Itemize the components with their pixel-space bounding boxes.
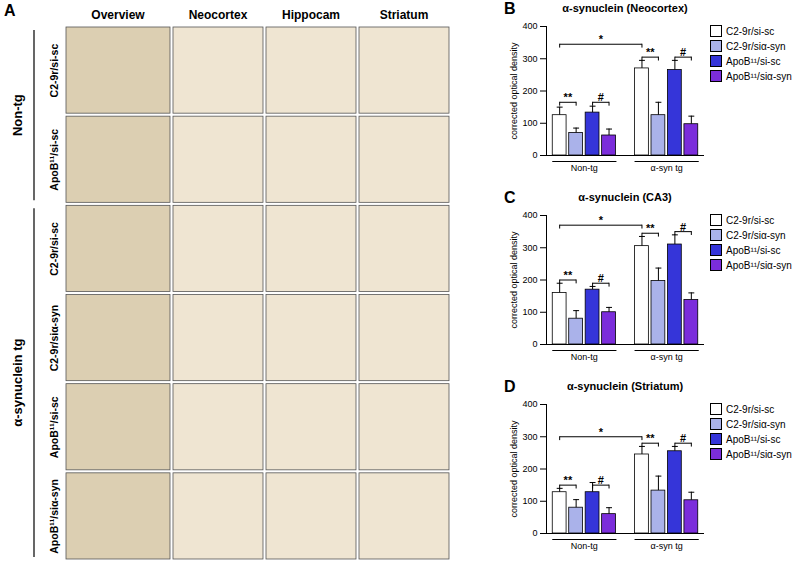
svg-text:Non-tg: Non-tg <box>10 94 25 136</box>
svg-text:**: ** <box>564 269 573 281</box>
svg-text:Non-tg: Non-tg <box>571 541 598 551</box>
svg-text:**: ** <box>564 474 573 486</box>
svg-text:**: ** <box>646 222 655 234</box>
svg-text:corrected optical density: corrected optical density <box>509 42 519 140</box>
svg-text:Hippocam: Hippocam <box>282 8 340 22</box>
svg-text:α-synuclein tg: α-synuclein tg <box>10 339 25 427</box>
svg-text:#: # <box>598 91 604 103</box>
svg-text:300: 300 <box>522 432 537 442</box>
svg-text:ApoB¹¹/si-sc: ApoB¹¹/si-sc <box>48 396 60 458</box>
svg-text:C2-9r/si-sc: C2-9r/si-sc <box>48 222 60 276</box>
svg-text:#: # <box>680 221 686 233</box>
svg-text:300: 300 <box>522 54 537 64</box>
svg-text:α-syn tg: α-syn tg <box>651 163 683 173</box>
svg-text:Striatum: Striatum <box>380 8 429 22</box>
svg-text:200: 200 <box>522 464 537 474</box>
svg-text:C2-9r/siα-syn: C2-9r/siα-syn <box>48 305 60 372</box>
svg-text:A: A <box>4 2 16 19</box>
html-text:C2-9r/siα-syn: C2-9r/siα-syn <box>726 419 786 430</box>
svg-text:400: 400 <box>522 399 537 409</box>
html-text:ApoB¹¹/si-sc: ApoB¹¹/si-sc <box>726 56 781 67</box>
svg-text:Neocortex: Neocortex <box>189 8 248 22</box>
svg-text:400: 400 <box>522 210 537 220</box>
svg-text:100: 100 <box>522 496 537 506</box>
svg-text:C2-9r/si-sc: C2-9r/si-sc <box>48 44 60 98</box>
svg-text:100: 100 <box>522 307 537 317</box>
svg-text:corrected optical density: corrected optical density <box>509 420 519 518</box>
svg-text:ApoB¹¹/si-sc: ApoB¹¹/si-sc <box>48 129 60 191</box>
svg-text:#: # <box>598 272 604 284</box>
svg-text:Overview: Overview <box>91 8 145 22</box>
html-text:α-synuclein (CA3): α-synuclein (CA3) <box>578 191 672 203</box>
html-text:ApoB¹¹/siα-syn: ApoB¹¹/siα-syn <box>726 260 792 271</box>
html-text:B: B <box>504 0 516 17</box>
svg-text:200: 200 <box>522 86 537 96</box>
svg-text:200: 200 <box>522 275 537 285</box>
svg-text:**: ** <box>646 432 655 444</box>
svg-text:**: ** <box>646 46 655 58</box>
svg-text:**: ** <box>564 91 573 103</box>
svg-text:α-syn tg: α-syn tg <box>651 541 683 551</box>
svg-text:Non-tg: Non-tg <box>571 163 598 173</box>
svg-text:400: 400 <box>522 21 537 31</box>
html-text:C2-9r/si-sc: C2-9r/si-sc <box>726 215 775 226</box>
svg-text:#: # <box>598 474 604 486</box>
html-text:D: D <box>504 378 516 395</box>
svg-text:Non-tg: Non-tg <box>571 352 598 362</box>
svg-text:0: 0 <box>532 528 537 538</box>
html-text:C2-9r/si-sc: C2-9r/si-sc <box>726 404 775 415</box>
html-text:C2-9r/siα-syn: C2-9r/siα-syn <box>726 41 786 52</box>
html-text:ApoB¹¹/si-sc: ApoB¹¹/si-sc <box>726 245 781 256</box>
svg-text:0: 0 <box>532 339 537 349</box>
svg-text:#: # <box>680 432 686 444</box>
html-text:C: C <box>504 189 516 206</box>
svg-text:corrected optical density: corrected optical density <box>509 231 519 329</box>
html-text:C2-9r/si-sc: C2-9r/si-sc <box>726 26 775 37</box>
html-text:ApoB¹¹/si-sc: ApoB¹¹/si-sc <box>726 434 781 445</box>
svg-text:#: # <box>680 46 686 58</box>
html-text:ApoB¹¹/siα-syn: ApoB¹¹/siα-syn <box>726 449 792 460</box>
svg-text:100: 100 <box>522 118 537 128</box>
svg-text:ApoB¹¹/siα-syn: ApoB¹¹/siα-syn <box>48 479 60 554</box>
html-text:α-synuclein (Striatum): α-synuclein (Striatum) <box>566 380 684 392</box>
svg-text:*: * <box>599 33 604 45</box>
svg-text:*: * <box>599 214 604 226</box>
html-text:α-synuclein (Neocortex): α-synuclein (Neocortex) <box>562 2 688 14</box>
svg-text:α-syn tg: α-syn tg <box>651 352 683 362</box>
html-text:C2-9r/siα-syn: C2-9r/siα-syn <box>726 230 786 241</box>
svg-text:0: 0 <box>532 150 537 160</box>
svg-text:*: * <box>599 426 604 438</box>
svg-text:300: 300 <box>522 243 537 253</box>
html-text:ApoB¹¹/siα-syn: ApoB¹¹/siα-syn <box>726 71 792 82</box>
